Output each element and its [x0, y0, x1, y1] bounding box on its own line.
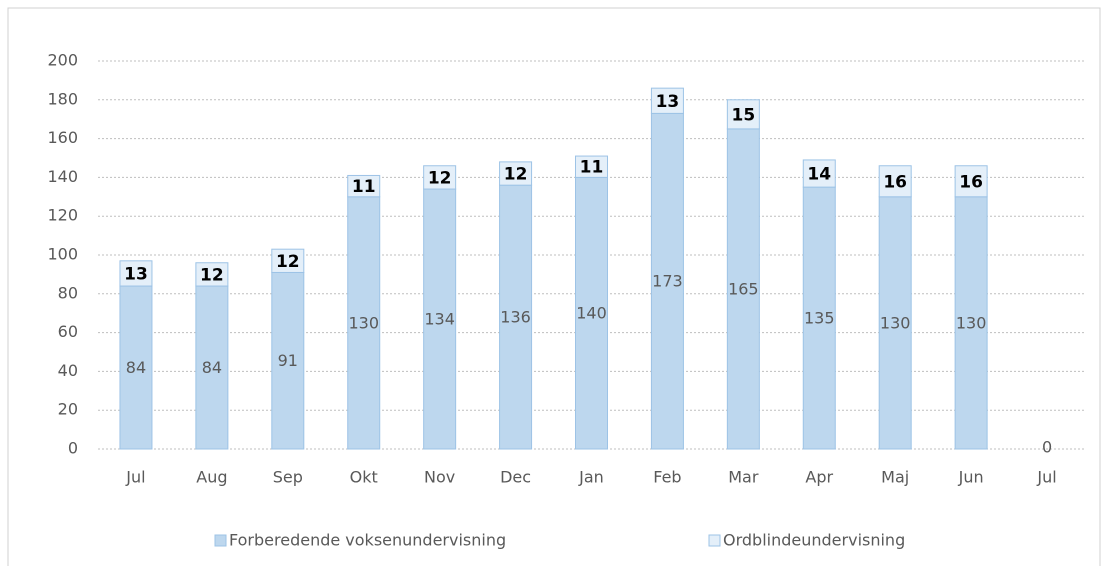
- data-label: 16: [883, 172, 907, 192]
- bar-segment: [347, 196, 381, 450]
- x-tick-label: Aug: [196, 468, 227, 487]
- x-tick-label: Nov: [424, 468, 455, 487]
- bar-segment: [575, 176, 608, 450]
- data-label: 0: [1042, 438, 1052, 457]
- data-label: 15: [732, 105, 756, 125]
- bar-segment: [271, 248, 305, 273]
- data-label: 165: [728, 279, 759, 298]
- bar-segment: [726, 99, 760, 130]
- x-tick-label: Okt: [350, 468, 378, 487]
- bar-segment: [650, 87, 684, 114]
- bar-segment: [650, 112, 684, 450]
- bar-segment: [271, 271, 305, 450]
- bar-segment: [195, 262, 229, 287]
- bar-segment: [878, 196, 912, 450]
- data-label: 135: [804, 309, 835, 328]
- bar-segment: [423, 188, 457, 450]
- y-tick-label: 60: [58, 322, 78, 341]
- bar-segment: [575, 155, 608, 178]
- data-label: 140: [576, 304, 607, 323]
- y-tick-label: 20: [58, 400, 78, 419]
- bar-segment: [878, 165, 912, 198]
- legend-swatch: [708, 534, 721, 547]
- bar-segment: [119, 260, 153, 287]
- data-label: 13: [124, 264, 148, 284]
- legend-swatch: [214, 534, 227, 547]
- data-label: 130: [956, 313, 987, 332]
- y-tick-label: 120: [47, 206, 78, 225]
- y-tick-label: 40: [58, 361, 78, 380]
- bar-segment: [499, 161, 533, 186]
- chart-border: [7, 7, 1101, 569]
- data-label: 12: [200, 265, 224, 285]
- data-label: 130: [880, 313, 911, 332]
- data-label: 130: [348, 313, 379, 332]
- data-label: 173: [652, 272, 683, 291]
- y-tick-label: 200: [47, 51, 78, 70]
- data-label: 11: [580, 158, 604, 178]
- legend-label: Forberedende voksenundervisning: [229, 531, 506, 550]
- bar-segment: [802, 159, 836, 188]
- data-label: 84: [126, 358, 146, 377]
- bar-segment: [499, 184, 533, 450]
- bar-segment: [423, 165, 457, 190]
- y-tick-label: 80: [58, 283, 78, 302]
- y-tick-label: 0: [68, 439, 78, 458]
- bar-segment: [802, 186, 836, 450]
- bar-segment: [195, 285, 229, 450]
- y-tick-label: 140: [47, 167, 78, 186]
- x-tick-label: Jul: [1036, 468, 1056, 487]
- y-tick-label: 180: [47, 89, 78, 108]
- x-tick-label: Sep: [273, 468, 303, 487]
- bar-segment: [347, 174, 381, 198]
- bar-segment: [954, 196, 988, 450]
- data-label: 84: [202, 358, 222, 377]
- data-label: 16: [959, 172, 983, 192]
- x-tick-label: Jun: [958, 468, 984, 487]
- x-tick-label: Apr: [805, 468, 833, 487]
- data-label: 136: [500, 308, 531, 327]
- data-label: 11: [352, 177, 376, 197]
- x-tick-label: Feb: [653, 468, 681, 487]
- legend-label: Ordblindeundervisning: [723, 531, 905, 550]
- bar-segment: [954, 165, 988, 198]
- data-label: 12: [428, 168, 452, 188]
- x-tick-label: Jul: [125, 468, 145, 487]
- x-tick-label: Jan: [578, 468, 604, 487]
- x-tick-label: Dec: [500, 468, 531, 487]
- y-tick-label: 100: [47, 245, 78, 264]
- data-label: 12: [276, 252, 300, 272]
- x-tick-label: Maj: [881, 468, 909, 487]
- data-label: 13: [656, 92, 680, 112]
- data-label: 91: [278, 351, 298, 370]
- data-label: 14: [807, 165, 831, 185]
- x-tick-label: Mar: [728, 468, 759, 487]
- data-label: 134: [424, 310, 455, 329]
- data-label: 12: [504, 165, 528, 185]
- y-tick-label: 160: [47, 128, 78, 147]
